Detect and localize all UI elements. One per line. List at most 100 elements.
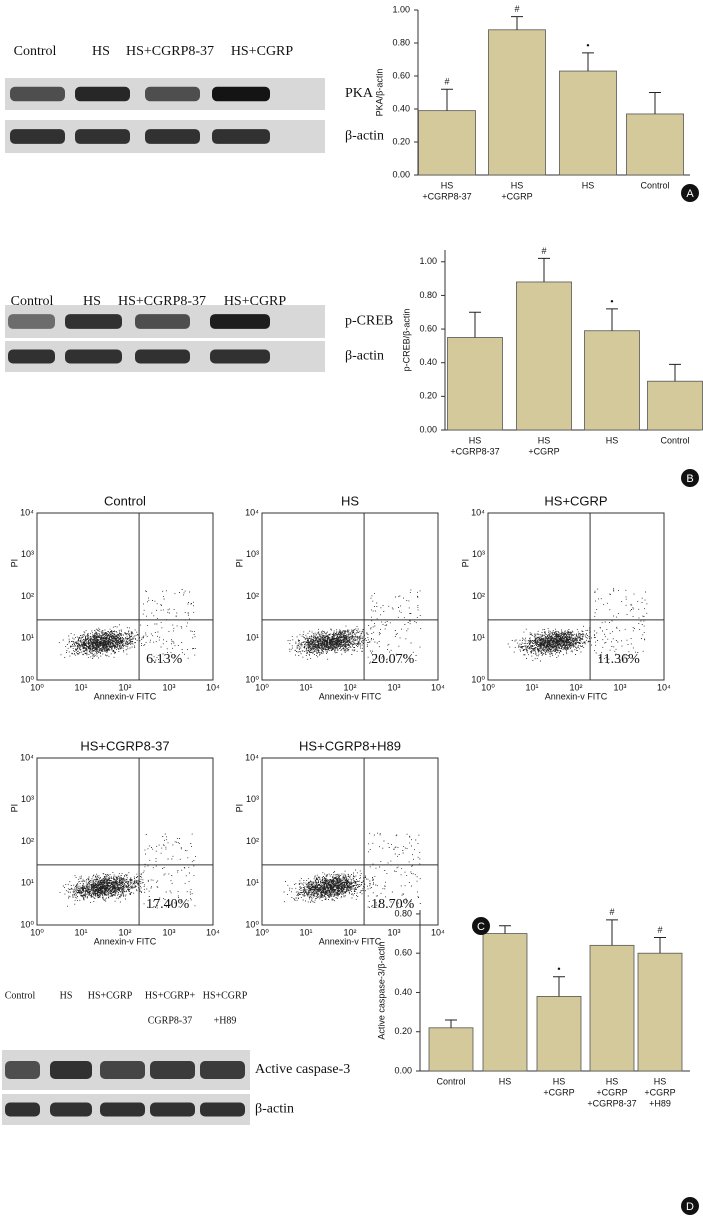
y-tick-label: 10⁴ [20,752,34,762]
event-dots [287,589,422,664]
y-tick-label: 1.00 [392,4,410,14]
y-tick-label: 10¹ [472,633,485,643]
error-bar [649,92,661,114]
y-tick-label: 10³ [21,794,34,804]
y-axis-label: PI [9,559,19,568]
y-tick-label: 0.40 [392,103,410,113]
x-tick-label: +CGRP [543,1087,574,1097]
y-tick-label: 0.00 [394,1065,412,1075]
y-tick-label: 10⁴ [20,507,34,517]
x-tick-label: Control [660,435,689,445]
y-tick-label: 10⁰ [20,919,34,929]
x-tick-label: +CGRP [501,191,532,201]
x-axis-label: Annexin-v FITC [94,936,157,946]
plot-frame [487,512,665,681]
y-tick-label: 10⁰ [471,674,485,684]
x-tick-label: 10⁴ [431,927,445,937]
apoptosis-percent: 6.13% [146,652,183,667]
y-tick-label: 0.80 [419,290,437,300]
error-bar [606,308,618,331]
x-tick-label: HS [511,180,524,190]
plot-title: HS+CGRP8-37 [80,738,169,753]
event-dots [507,588,648,664]
blot-band [150,1102,195,1117]
y-tick-label: 0.20 [419,391,437,401]
x-tick-label: 10⁴ [431,682,445,692]
lane-label: HS [92,44,110,59]
blot-band [145,129,200,144]
blot-band [75,86,130,102]
event-dots [283,832,421,909]
y-tick-label: 0.60 [394,948,412,958]
y-axis-label: PI [234,804,244,813]
significance-marker: # [609,907,614,917]
y-tick-label: 10⁰ [20,674,34,684]
x-tick-label: 10¹ [299,682,312,692]
significance-marker: # [444,77,449,87]
error-bar [445,1019,457,1028]
y-tick-label: 10⁰ [245,674,259,684]
x-tick-label: HS [654,1076,667,1086]
lane-label: HS+CGRP [231,44,294,59]
x-tick-label: HS [606,1076,619,1086]
blot-band [8,349,55,364]
x-tick-label: 10³ [162,682,175,692]
panel-label: B [686,473,693,485]
x-tick-label: 10² [569,682,582,692]
x-tick-label: 10³ [613,682,626,692]
y-tick-label: 10⁰ [245,919,259,929]
x-tick-label: 10¹ [74,682,87,692]
blot-band [135,349,190,364]
significance-marker: # [541,246,546,256]
x-tick-label: 10² [343,682,356,692]
x-tick-label: 10⁴ [206,927,220,937]
significance-marker: • [557,964,560,974]
lane-label: Control [5,990,36,1001]
x-tick-label: HS [499,1076,512,1086]
y-tick-label: 10⁴ [471,507,485,517]
panel-badge [472,917,490,935]
band-label: β-actin [255,1102,294,1117]
x-tick-label: Control [640,180,669,190]
error-bar [654,936,666,954]
error-bar [511,16,523,30]
y-tick-label: 0.40 [419,357,437,367]
y-tick-label: 10³ [246,794,259,804]
x-tick-label: 10¹ [299,927,312,937]
x-tick-label: 10³ [387,682,400,692]
y-tick-label: 10¹ [21,633,34,643]
error-bar [499,925,511,934]
plot-title: HS+CGRP8+H89 [299,738,401,753]
bar [418,110,476,176]
y-tick-label: 10¹ [246,633,259,643]
blot-band [50,1102,92,1117]
blot-band [100,1061,145,1079]
blot-band [10,86,65,102]
lane-label: CGRP8-37 [148,1015,192,1026]
error-bar [553,976,565,997]
significance-marker: • [610,296,613,306]
error-bar [669,363,681,382]
band-label: p-CREB [345,314,393,329]
x-tick-label: +CGRP8-37 [422,191,471,201]
bar [536,995,582,1072]
blot-band [5,1061,40,1079]
bar [584,330,640,431]
blot-band [75,129,130,144]
plot-frame [261,512,439,681]
bar [428,1027,474,1072]
error-bar [606,919,618,946]
blot-band [65,314,122,329]
y-tick-label: 0.00 [392,169,410,179]
blot-band [135,314,190,329]
y-tick-label: 0.80 [392,37,410,47]
x-tick-label: Control [436,1076,465,1086]
x-tick-label: 10⁴ [206,682,220,692]
blot-band [145,86,200,102]
y-tick-label: 10³ [472,549,485,559]
blot-band [210,314,270,329]
blot-band [10,129,65,144]
significance-marker: # [657,925,662,935]
panel-label: C [477,921,485,933]
y-tick-label: 0.20 [392,136,410,146]
